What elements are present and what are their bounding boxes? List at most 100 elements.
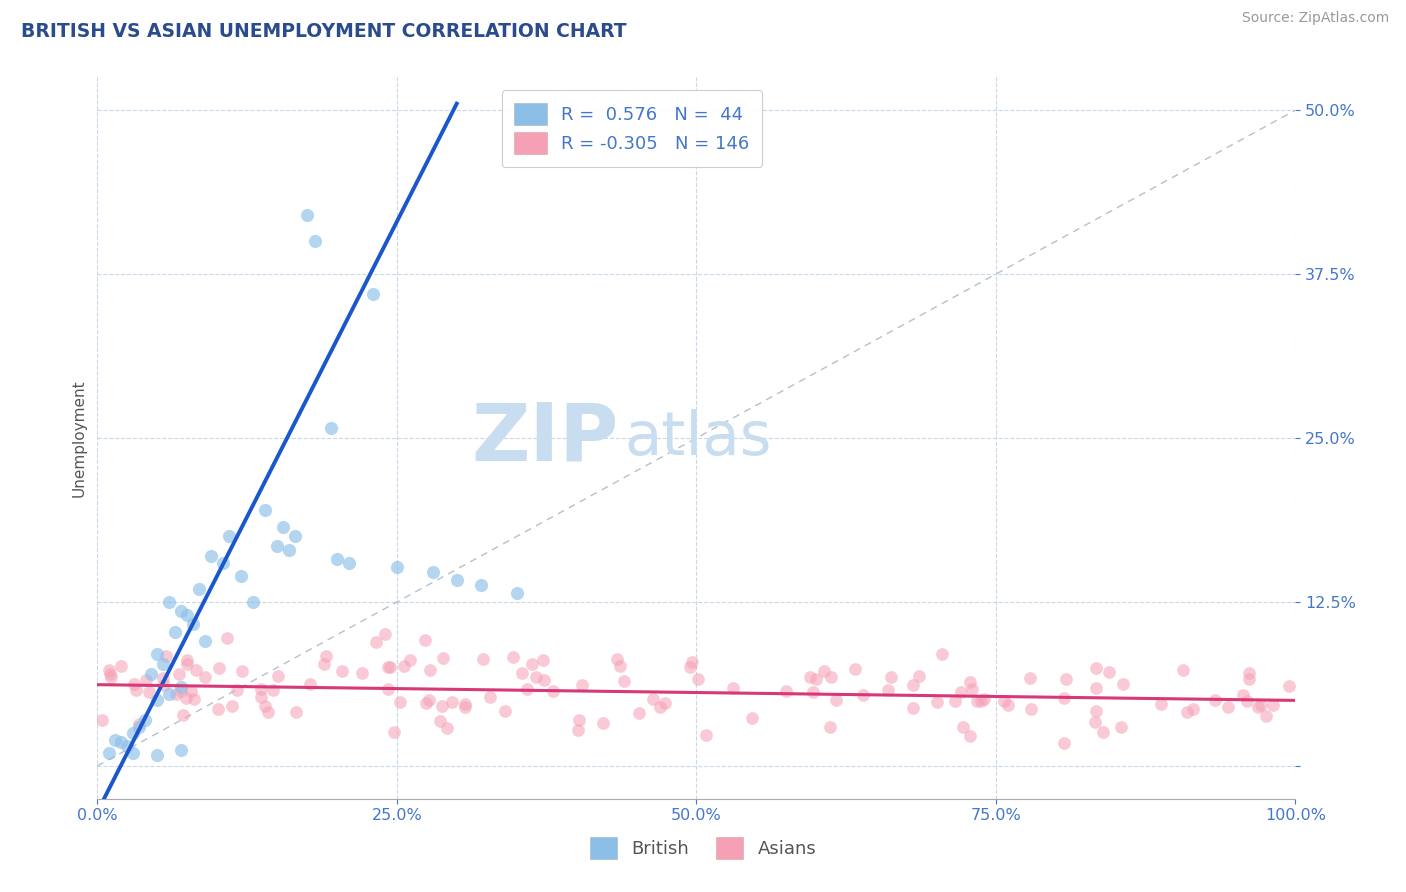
Point [430,699,453,714]
Point [188,582,211,596]
Point [533,673,555,687]
Point [167,666,190,681]
Point [479,690,502,704]
Point [415,633,437,648]
Point [284,529,307,543]
Point [801,685,824,699]
Point [1053,691,1076,706]
Point [688,672,710,686]
Point [927,695,949,709]
Point [157,687,180,701]
Point [174,691,197,706]
Point [1278,679,1301,693]
Point [152,671,174,685]
Point [165,625,187,640]
Point [285,706,308,720]
Point [505,586,527,600]
Point [152,657,174,671]
Point [446,573,468,587]
Point [170,743,193,757]
Point [952,721,974,735]
Point [973,692,995,706]
Point [382,724,405,739]
Point [1085,704,1108,718]
Point [104,732,127,747]
Point [695,728,717,742]
Point [1216,700,1239,714]
Point [516,682,538,697]
Point [422,565,444,579]
Y-axis label: Unemployment: Unemployment [72,379,86,497]
Point [1204,693,1226,707]
Point [454,700,477,714]
Legend: R =  0.576   N =  44, R = -0.305   N = 146: R = 0.576 N = 44, R = -0.305 N = 146 [502,90,762,167]
Point [1247,699,1270,714]
Point [254,503,277,517]
Point [512,665,534,680]
Point [524,670,547,684]
Point [399,653,422,667]
Point [613,674,636,689]
Point [1263,698,1285,712]
Point [155,648,177,663]
Point [141,667,163,681]
Point [901,701,924,715]
Point [609,658,631,673]
Point [165,687,187,701]
Point [1019,671,1042,685]
Point [194,634,217,648]
Point [314,657,336,672]
Point [262,682,284,697]
Point [122,726,145,740]
Point [818,720,841,734]
Point [592,716,614,731]
Point [385,559,408,574]
Point [299,676,322,690]
Point [226,683,249,698]
Point [966,693,988,707]
Text: Source: ZipAtlas.com: Source: ZipAtlas.com [1241,11,1389,25]
Point [128,716,150,731]
Point [494,704,516,718]
Text: ZIP: ZIP [471,399,619,477]
Point [571,678,593,692]
Point [366,635,388,649]
Point [98,664,121,678]
Point [804,672,827,686]
Point [679,660,702,674]
Point [304,235,326,249]
Point [122,746,145,760]
Point [741,711,763,725]
Point [170,604,193,618]
Point [200,549,222,563]
Point [146,648,169,662]
Point [415,696,437,710]
Point [1173,664,1195,678]
Point [606,652,628,666]
Point [257,705,280,719]
Point [543,684,565,698]
Point [207,702,229,716]
Point [1054,672,1077,686]
Legend: British, Asians: British, Asians [579,826,827,870]
Text: atlas: atlas [624,409,772,467]
Point [271,520,294,534]
Point [1098,665,1121,679]
Point [278,542,301,557]
Point [1150,697,1173,711]
Point [959,729,981,743]
Point [389,696,412,710]
Point [1182,702,1205,716]
Point [775,684,797,698]
Point [844,662,866,676]
Point [326,551,349,566]
Point [799,670,821,684]
Point [266,539,288,553]
Point [1112,677,1135,691]
Point [419,663,441,677]
Point [1019,702,1042,716]
Text: BRITISH VS ASIAN UNEMPLOYMENT CORRELATION CHART: BRITISH VS ASIAN UNEMPLOYMENT CORRELATIO… [21,22,627,41]
Point [1237,665,1260,680]
Point [648,699,671,714]
Point [181,617,204,632]
